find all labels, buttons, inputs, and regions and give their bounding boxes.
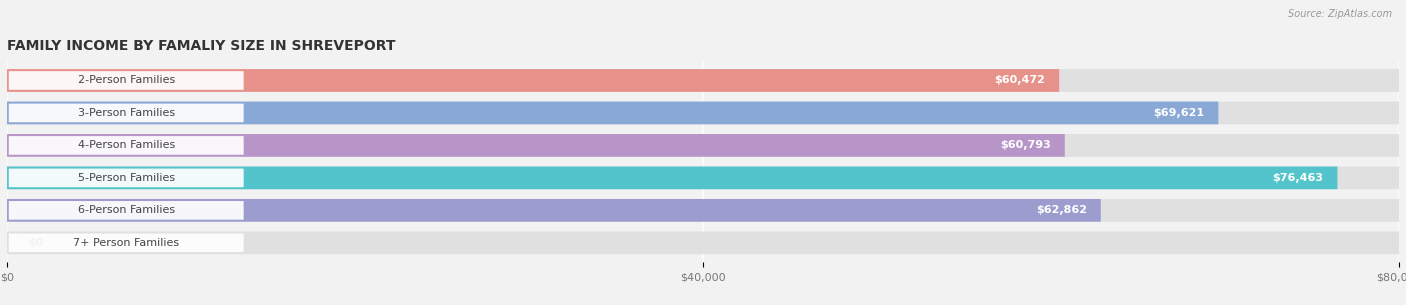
Text: 7+ Person Families: 7+ Person Families	[73, 238, 180, 248]
FancyBboxPatch shape	[8, 201, 243, 220]
FancyBboxPatch shape	[7, 199, 1399, 222]
Text: 5-Person Families: 5-Person Families	[77, 173, 174, 183]
Text: $60,793: $60,793	[1000, 140, 1050, 150]
FancyBboxPatch shape	[7, 69, 1059, 92]
FancyBboxPatch shape	[7, 231, 1399, 254]
FancyBboxPatch shape	[8, 234, 243, 252]
Text: 4-Person Families: 4-Person Families	[77, 140, 174, 150]
FancyBboxPatch shape	[7, 167, 1399, 189]
FancyBboxPatch shape	[8, 169, 243, 187]
FancyBboxPatch shape	[7, 69, 1399, 92]
Text: $69,621: $69,621	[1153, 108, 1205, 118]
FancyBboxPatch shape	[8, 71, 243, 90]
FancyBboxPatch shape	[7, 199, 1101, 222]
FancyBboxPatch shape	[7, 102, 1219, 124]
Text: $0: $0	[28, 238, 44, 248]
Text: $60,472: $60,472	[994, 75, 1045, 85]
FancyBboxPatch shape	[7, 167, 1337, 189]
Text: 3-Person Families: 3-Person Families	[77, 108, 174, 118]
FancyBboxPatch shape	[7, 134, 1064, 157]
FancyBboxPatch shape	[8, 104, 243, 122]
Text: $76,463: $76,463	[1272, 173, 1323, 183]
FancyBboxPatch shape	[7, 102, 1399, 124]
Text: 2-Person Families: 2-Person Families	[77, 75, 174, 85]
Text: FAMILY INCOME BY FAMALIY SIZE IN SHREVEPORT: FAMILY INCOME BY FAMALIY SIZE IN SHREVEP…	[7, 39, 395, 53]
FancyBboxPatch shape	[7, 134, 1399, 157]
Text: 6-Person Families: 6-Person Families	[77, 205, 174, 215]
Text: Source: ZipAtlas.com: Source: ZipAtlas.com	[1288, 9, 1392, 19]
Text: $62,862: $62,862	[1036, 205, 1087, 215]
FancyBboxPatch shape	[8, 136, 243, 155]
